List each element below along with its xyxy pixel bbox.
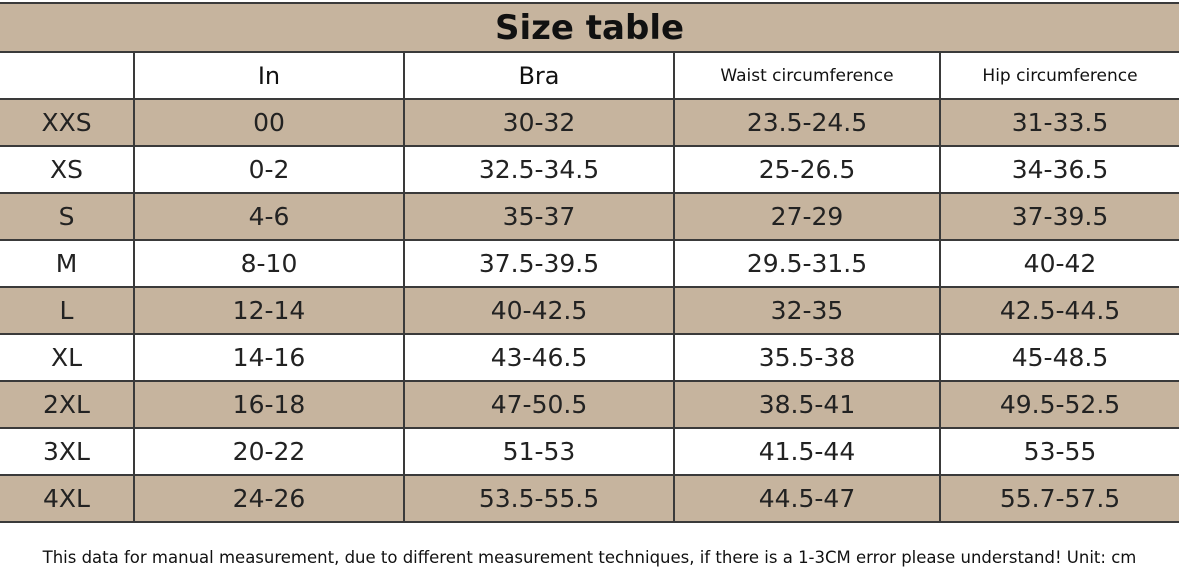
cell-bra: 53.5-55.5 bbox=[403, 474, 675, 523]
cell-waist: 38.5-41 bbox=[673, 380, 941, 429]
cell-bra: 37.5-39.5 bbox=[403, 239, 675, 288]
table-row: XXS 00 30-32 23.5-24.5 31-33.5 bbox=[0, 98, 1179, 147]
cell-in: 00 bbox=[133, 98, 405, 147]
footer-note: This data for manual measurement, due to… bbox=[42, 548, 1137, 567]
cell-size: XL bbox=[0, 333, 135, 382]
cell-size: XXS bbox=[0, 98, 135, 147]
cell-in: 4-6 bbox=[133, 192, 405, 241]
cell-hip: 45-48.5 bbox=[938, 333, 1179, 382]
header-bra: Bra bbox=[403, 51, 675, 100]
table-row: 3XL 20-22 51-53 41.5-44 53-55 bbox=[0, 427, 1179, 476]
cell-hip: 55.7-57.5 bbox=[938, 474, 1179, 523]
cell-in: 12-14 bbox=[133, 286, 405, 335]
cell-size: L bbox=[0, 286, 135, 335]
header-row: In Bra Waist circumference Hip circumfer… bbox=[0, 51, 1179, 100]
cell-size: 2XL bbox=[0, 380, 135, 429]
cell-in: 0-2 bbox=[133, 145, 405, 194]
cell-bra: 40-42.5 bbox=[403, 286, 675, 335]
cell-hip: 49.5-52.5 bbox=[938, 380, 1179, 429]
cell-in: 20-22 bbox=[133, 427, 405, 476]
header-hip: Hip circumference bbox=[938, 51, 1179, 100]
cell-hip: 42.5-44.5 bbox=[938, 286, 1179, 335]
table-row: 2XL 16-18 47-50.5 38.5-41 49.5-52.5 bbox=[0, 380, 1179, 429]
cell-size: 4XL bbox=[0, 474, 135, 523]
cell-waist: 29.5-31.5 bbox=[673, 239, 941, 288]
table-row: XS 0-2 32.5-34.5 25-26.5 34-36.5 bbox=[0, 145, 1179, 194]
cell-size: M bbox=[0, 239, 135, 288]
cell-bra: 47-50.5 bbox=[403, 380, 675, 429]
table-row: 4XL 24-26 53.5-55.5 44.5-47 55.7-57.5 bbox=[0, 474, 1179, 523]
cell-bra: 35-37 bbox=[403, 192, 675, 241]
cell-in: 8-10 bbox=[133, 239, 405, 288]
title-row: Size table bbox=[0, 2, 1179, 53]
cell-hip: 40-42 bbox=[938, 239, 1179, 288]
cell-waist: 27-29 bbox=[673, 192, 941, 241]
cell-hip: 34-36.5 bbox=[938, 145, 1179, 194]
cell-bra: 51-53 bbox=[403, 427, 675, 476]
header-in: In bbox=[133, 51, 405, 100]
cell-in: 14-16 bbox=[133, 333, 405, 382]
cell-waist: 44.5-47 bbox=[673, 474, 941, 523]
header-waist: Waist circumference bbox=[673, 51, 941, 100]
cell-bra: 30-32 bbox=[403, 98, 675, 147]
cell-in: 24-26 bbox=[133, 474, 405, 523]
cell-hip: 31-33.5 bbox=[938, 98, 1179, 147]
cell-size: S bbox=[0, 192, 135, 241]
table-row: S 4-6 35-37 27-29 37-39.5 bbox=[0, 192, 1179, 241]
cell-size: 3XL bbox=[0, 427, 135, 476]
table-title: Size table bbox=[0, 2, 1179, 53]
cell-waist: 35.5-38 bbox=[673, 333, 941, 382]
cell-bra: 43-46.5 bbox=[403, 333, 675, 382]
table-row: M 8-10 37.5-39.5 29.5-31.5 40-42 bbox=[0, 239, 1179, 288]
cell-waist: 25-26.5 bbox=[673, 145, 941, 194]
cell-waist: 32-35 bbox=[673, 286, 941, 335]
cell-waist: 41.5-44 bbox=[673, 427, 941, 476]
cell-hip: 53-55 bbox=[938, 427, 1179, 476]
cell-waist: 23.5-24.5 bbox=[673, 98, 941, 147]
cell-hip: 37-39.5 bbox=[938, 192, 1179, 241]
cell-in: 16-18 bbox=[133, 380, 405, 429]
table-row: L 12-14 40-42.5 32-35 42.5-44.5 bbox=[0, 286, 1179, 335]
header-size bbox=[0, 51, 135, 100]
cell-bra: 32.5-34.5 bbox=[403, 145, 675, 194]
size-table: Size table In Bra Waist circumference Hi… bbox=[0, 2, 1179, 523]
table-row: XL 14-16 43-46.5 35.5-38 45-48.5 bbox=[0, 333, 1179, 382]
cell-size: XS bbox=[0, 145, 135, 194]
